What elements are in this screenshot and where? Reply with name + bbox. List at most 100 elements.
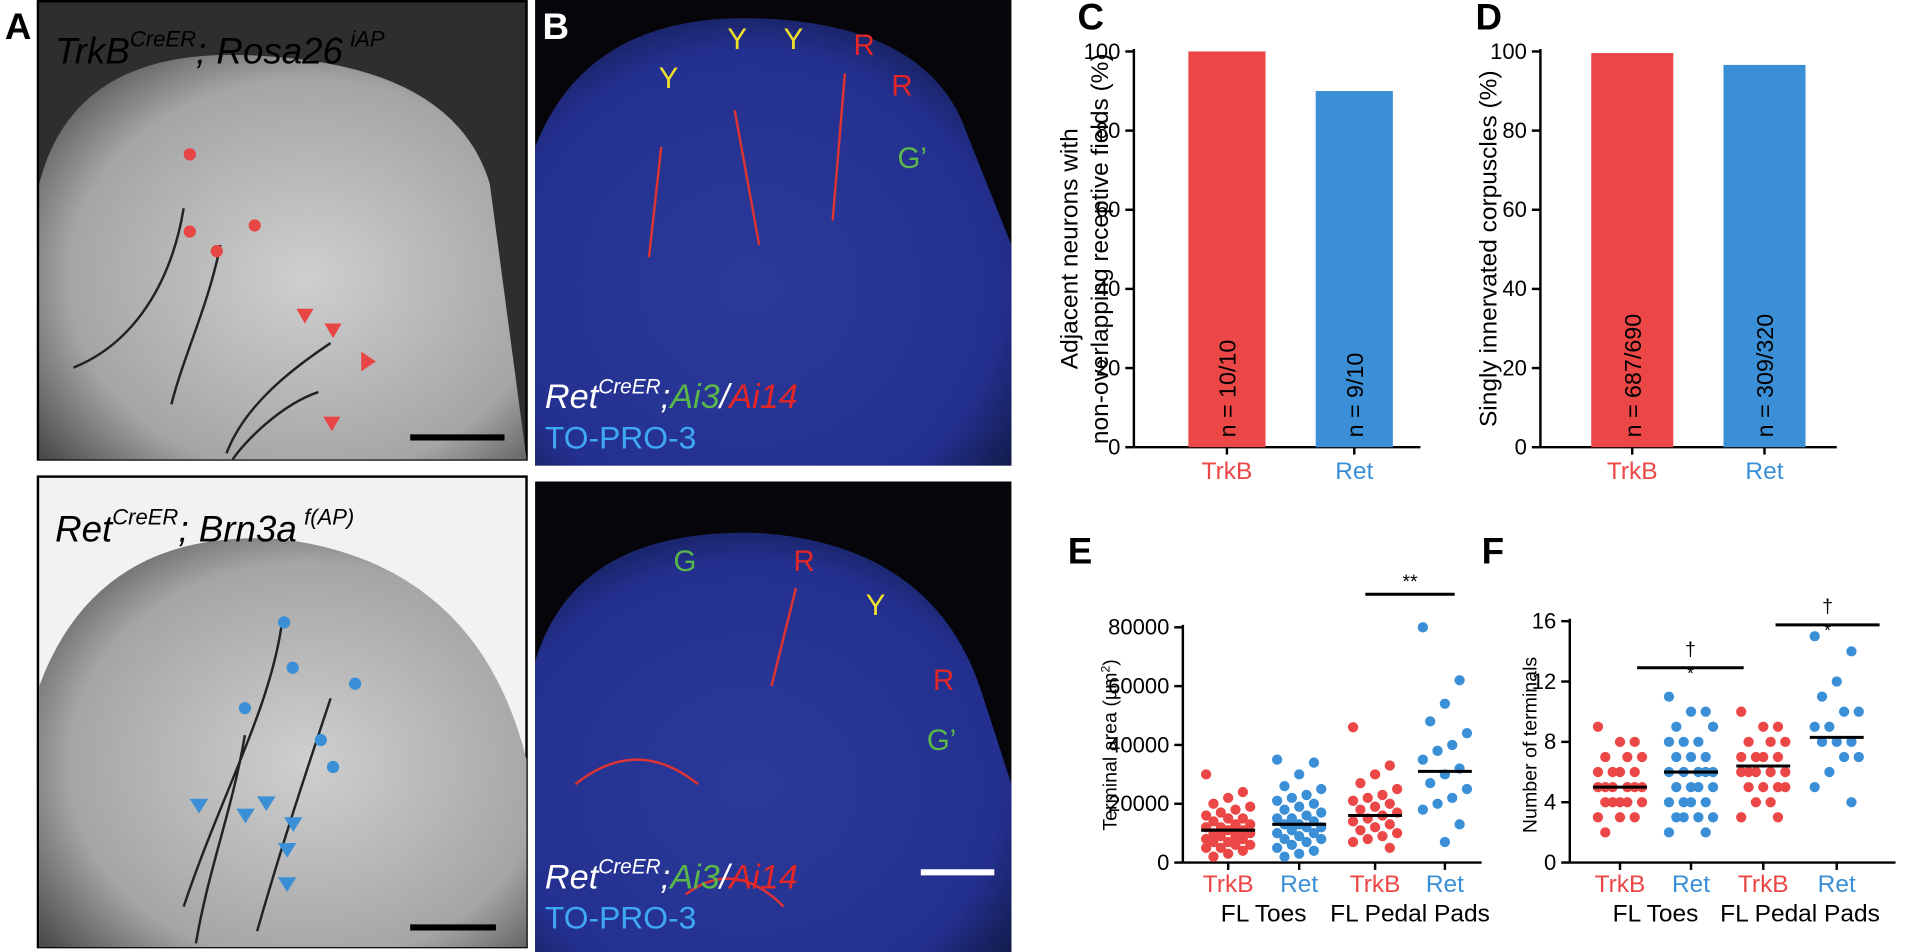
data-point <box>1671 812 1682 823</box>
significance: † <box>1685 638 1696 660</box>
data-point <box>1245 801 1256 812</box>
x-tick-label: Ret <box>1672 871 1710 898</box>
data-point <box>1245 819 1256 830</box>
data-point <box>1663 827 1675 838</box>
mark-label: R <box>891 70 912 103</box>
data-point <box>1347 795 1359 806</box>
data-point <box>1758 751 1769 763</box>
data-point <box>1272 813 1283 824</box>
data-point <box>1600 797 1611 808</box>
data-point <box>1461 783 1473 795</box>
data-point <box>1223 813 1234 824</box>
data-point <box>1600 751 1611 763</box>
data-point <box>1707 721 1719 732</box>
data-point <box>1439 698 1451 709</box>
x-tick-label: TrkB <box>1607 458 1658 485</box>
data-point <box>1693 812 1704 823</box>
data-point <box>1308 798 1320 809</box>
data-point <box>1223 848 1234 859</box>
bar <box>1723 64 1806 448</box>
data-point <box>1853 706 1864 717</box>
data-point <box>1614 797 1626 808</box>
data-point <box>1809 721 1820 732</box>
y-axis-label-part: ) <box>1100 659 1122 666</box>
data-point <box>1614 812 1626 823</box>
data-point <box>1685 797 1697 808</box>
data-point <box>1316 833 1327 845</box>
significance: ** <box>1402 571 1418 593</box>
genotype: TrkBCreER; Rosa26 iAP <box>55 27 385 72</box>
data-point <box>1301 810 1312 821</box>
data-point <box>1215 807 1226 818</box>
data-point <box>1838 751 1850 763</box>
data-point <box>1614 766 1626 778</box>
data-point <box>1230 804 1241 815</box>
data-point <box>1369 822 1381 833</box>
data-point <box>1362 792 1373 804</box>
panel-label: B <box>542 6 569 47</box>
data-point <box>1816 691 1828 702</box>
mark-label: R <box>853 29 874 62</box>
data-point <box>1685 706 1697 717</box>
data-point <box>1294 830 1305 842</box>
mark-label: Y <box>784 23 804 56</box>
y-tick-label: 60000 <box>1108 673 1169 698</box>
data-point <box>1454 675 1465 686</box>
significance: † <box>1822 596 1833 618</box>
data-point <box>1772 721 1784 732</box>
data-point <box>1377 830 1388 842</box>
x-tick-label: Ret <box>1745 458 1783 485</box>
y-tick-label: 8 <box>1544 729 1556 754</box>
data-point <box>1316 807 1327 818</box>
data-point <box>1362 833 1373 845</box>
data-point <box>1294 801 1305 812</box>
panel-label: C <box>1078 0 1105 37</box>
data-point <box>1432 798 1443 809</box>
mark-label: Y <box>727 23 747 56</box>
data-point <box>1417 622 1429 633</box>
data-point <box>1279 833 1290 845</box>
data-point <box>1846 736 1857 748</box>
data-point <box>1663 736 1675 748</box>
data-point <box>1607 797 1618 808</box>
data-point <box>1355 778 1366 789</box>
y-axis-label: Number of terminals <box>1520 657 1542 834</box>
data-point <box>1736 706 1747 717</box>
bar <box>1188 51 1266 448</box>
data-point <box>1736 812 1747 823</box>
data-point <box>1279 780 1290 792</box>
data-point <box>1816 736 1828 748</box>
panel-label: D <box>1476 0 1503 37</box>
data-point <box>1425 778 1436 789</box>
data-point <box>1347 722 1359 733</box>
y-tick-label: 4 <box>1544 790 1556 815</box>
data-point <box>1671 721 1682 732</box>
y-tick-label: 40 <box>1502 276 1527 301</box>
data-point <box>1600 827 1611 838</box>
data-point <box>1629 812 1640 823</box>
y-tick-label: 20 <box>1502 355 1527 380</box>
group-label: FL Pedal Pads <box>1330 900 1490 927</box>
data-point <box>1439 836 1451 848</box>
data-point <box>1200 842 1212 854</box>
panel-label: A <box>5 6 32 47</box>
data-point <box>1294 848 1305 859</box>
panel-label: E <box>1068 531 1093 572</box>
mark-label: G <box>673 545 696 578</box>
data-point <box>1279 804 1290 815</box>
y-tick-label: 80000 <box>1108 615 1169 640</box>
data-point <box>1678 812 1689 823</box>
data-point <box>1286 792 1297 804</box>
data-point <box>1294 769 1305 780</box>
data-point <box>1272 754 1283 765</box>
data-point <box>1750 751 1762 763</box>
data-point <box>1636 751 1648 763</box>
data-point <box>1758 721 1769 732</box>
y-axis-label: Terminal area (µm2) <box>1098 659 1121 831</box>
data-point <box>1831 736 1842 748</box>
data-point <box>1200 810 1212 821</box>
data-point <box>1417 804 1429 815</box>
data-point <box>1622 797 1633 808</box>
data-point <box>1772 781 1784 793</box>
data-point <box>1592 721 1604 732</box>
